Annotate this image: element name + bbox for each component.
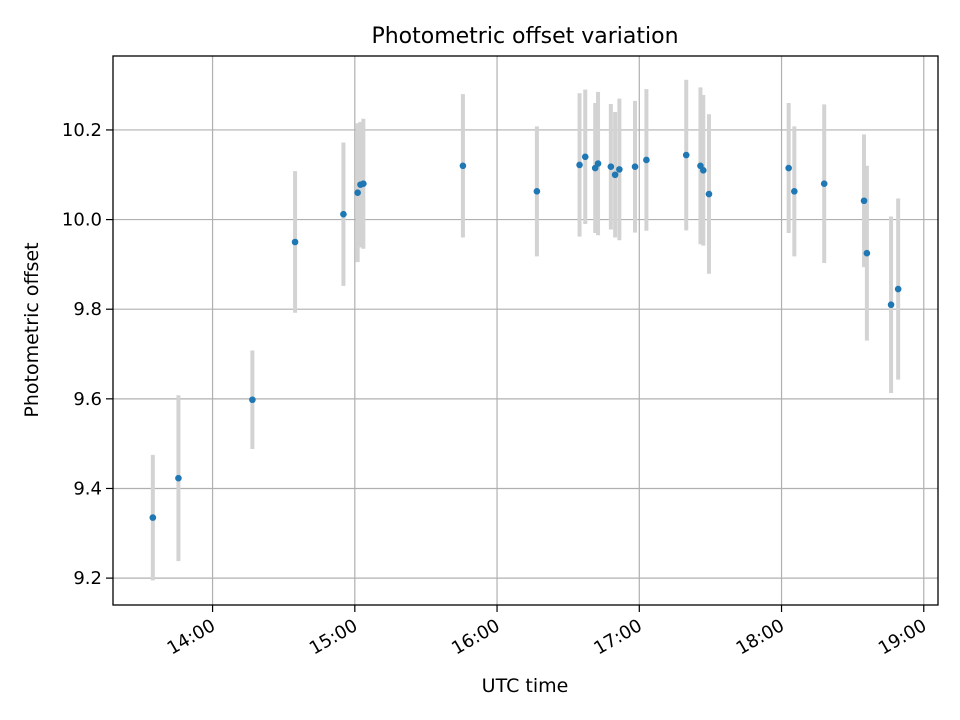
data-point bbox=[249, 396, 256, 404]
data-point bbox=[860, 197, 868, 205]
data-point bbox=[705, 190, 713, 198]
y-tick-label: 9.2 bbox=[73, 568, 102, 589]
error-bars bbox=[150, 79, 901, 581]
data-point bbox=[700, 166, 707, 174]
data-point bbox=[611, 171, 619, 179]
data-point bbox=[785, 164, 792, 172]
x-tick-label: 17:00 bbox=[590, 615, 645, 659]
data-point bbox=[682, 151, 690, 159]
y-tick-label: 9.8 bbox=[73, 299, 102, 320]
plot-frame bbox=[112, 55, 939, 606]
chart-title: Photometric offset variation bbox=[371, 24, 678, 49]
y-tick-label: 10.0 bbox=[62, 210, 102, 231]
data-point bbox=[607, 163, 615, 170]
data-point bbox=[360, 180, 367, 188]
y-tick-label: 9.6 bbox=[73, 389, 102, 410]
grid-lines bbox=[113, 56, 938, 605]
data-point bbox=[631, 163, 639, 170]
y-tick-label: 9.4 bbox=[73, 478, 102, 499]
x-axis-ticks: 14:00 15:00 16:00 17:00 18:00 19:00 bbox=[164, 605, 930, 659]
data-point bbox=[820, 180, 828, 188]
data-point bbox=[594, 160, 602, 167]
data-point bbox=[459, 162, 467, 170]
data-point bbox=[576, 161, 583, 169]
data-point bbox=[533, 188, 541, 195]
data-point bbox=[354, 189, 361, 196]
y-tick-label: 10.2 bbox=[62, 120, 102, 141]
data-point bbox=[149, 514, 157, 521]
x-tick-label: 18:00 bbox=[733, 615, 788, 659]
data-point bbox=[616, 166, 623, 173]
y-axis-label: Photometric offset bbox=[21, 242, 43, 417]
x-tick-label: 16:00 bbox=[448, 615, 503, 659]
data-point bbox=[291, 238, 299, 246]
data-point bbox=[581, 153, 589, 161]
data-point bbox=[894, 285, 902, 293]
y-axis-ticks: 9.2 9.4 9.6 9.8 10.0 10.2 bbox=[62, 120, 113, 589]
x-axis-label: UTC time bbox=[482, 675, 569, 697]
data-point bbox=[887, 301, 895, 309]
data-points bbox=[149, 151, 902, 521]
data-point bbox=[340, 210, 347, 218]
x-tick-label: 19:00 bbox=[875, 615, 930, 659]
x-tick-label: 15:00 bbox=[306, 615, 361, 659]
x-tick-label: 14:00 bbox=[164, 615, 219, 659]
data-point bbox=[643, 156, 650, 164]
data-point bbox=[863, 249, 871, 257]
data-point bbox=[175, 474, 182, 482]
data-point bbox=[791, 188, 798, 195]
